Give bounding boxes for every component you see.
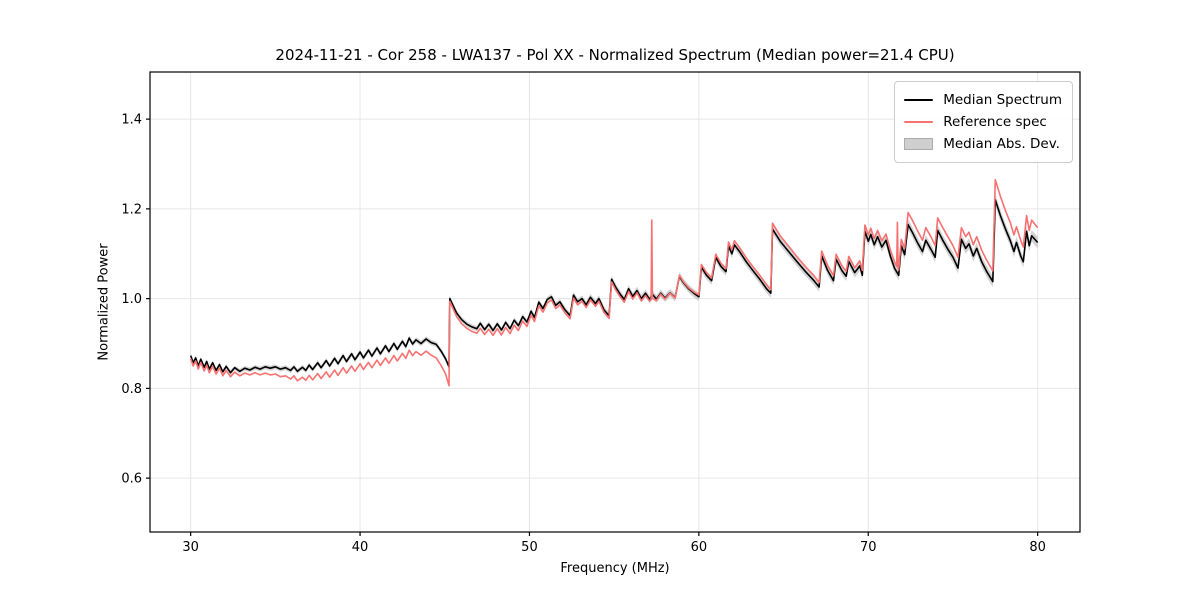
y-tick-label-1.2: 1.2 xyxy=(121,202,142,217)
median-abs-dev-patch-swatch xyxy=(904,138,934,150)
legend-entry-median-spectrum: Median Spectrum xyxy=(904,89,1062,111)
y-tick-label-1.4: 1.4 xyxy=(121,113,142,128)
x-axis-label: Frequency (MHz) xyxy=(560,561,670,576)
chart-title: 2024-11-21 - Cor 258 - LWA137 - Pol XX -… xyxy=(275,46,955,64)
x-tick-label-40: 40 xyxy=(352,540,369,555)
legend-label-median-spectrum: Median Spectrum xyxy=(943,92,1062,108)
legend-entry-reference-spec: Reference spec xyxy=(904,111,1062,133)
legend: Median Spectrum Reference spec Median Ab… xyxy=(894,81,1073,163)
legend-entry-median-abs-dev: Median Abs. Dev. xyxy=(904,133,1062,155)
reference-spec-line xyxy=(189,178,1039,387)
x-tick-label-60: 60 xyxy=(691,540,708,555)
y-axis-label: Normalized Power xyxy=(96,243,112,361)
x-tick-label-50: 50 xyxy=(521,540,538,555)
median-spectrum-line-swatch xyxy=(904,98,934,102)
y-tick-label-0.8: 0.8 xyxy=(121,382,142,397)
y-tick-label-0.6: 0.6 xyxy=(121,472,142,487)
x-tick-label-30: 30 xyxy=(182,540,199,555)
y-tick-label-1.0: 1.0 xyxy=(121,292,142,307)
legend-label-reference-spec: Reference spec xyxy=(943,114,1047,130)
plot-frame xyxy=(149,71,1081,533)
x-tick-label-70: 70 xyxy=(860,540,877,555)
x-tick-label-80: 80 xyxy=(1029,540,1046,555)
legend-label-median-abs-dev: Median Abs. Dev. xyxy=(943,136,1060,152)
reference-spec-line-swatch xyxy=(904,120,934,124)
